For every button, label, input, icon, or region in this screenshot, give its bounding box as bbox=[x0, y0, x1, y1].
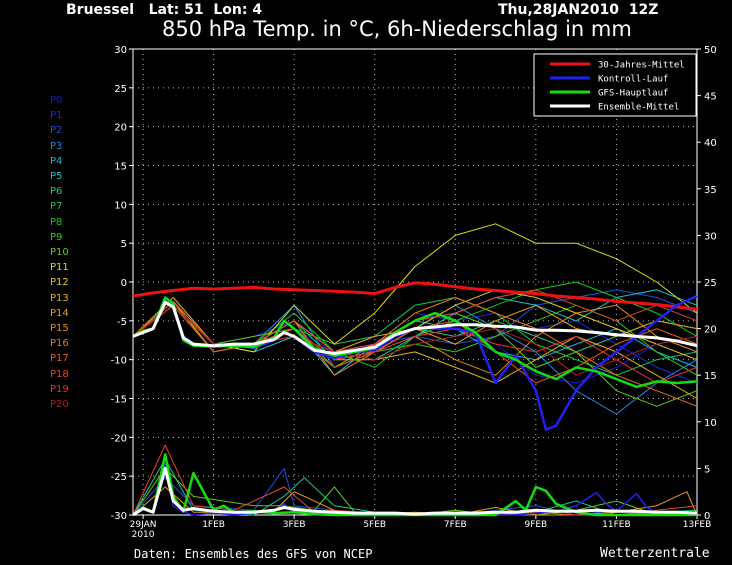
member-label: P1 bbox=[50, 110, 63, 122]
chart-legend: 30-Jahres-Mittel Kontroll-Lauf GFS-Hauptla… bbox=[533, 53, 697, 117]
y-left-tick-label: 10 bbox=[114, 200, 127, 211]
y-right-tick-label: 30 bbox=[704, 231, 717, 242]
y-left-tick-label: -30 bbox=[111, 511, 127, 522]
member-label: P7 bbox=[50, 201, 63, 213]
y-right-tick-label: 10 bbox=[704, 418, 717, 429]
temp-line bbox=[132, 300, 698, 355]
y-right-tick-label: 45 bbox=[704, 92, 717, 103]
temp-line bbox=[132, 294, 698, 431]
chart-title: 850 hPa Temp. in °C, 6h-Niederschlag in … bbox=[162, 17, 632, 41]
x-tick-label: 13FEB bbox=[683, 520, 712, 530]
y-left-tick-label: 0 bbox=[121, 278, 127, 289]
y-right-tick-label: 50 bbox=[704, 45, 717, 56]
x-tick-label: 3FEB bbox=[283, 520, 306, 530]
y-right-tick-label: 40 bbox=[704, 138, 717, 149]
y-left-tick-label: 25 bbox=[114, 84, 127, 95]
y-right-tick-label: 35 bbox=[704, 185, 717, 196]
ensemble-temp-line bbox=[132, 304, 698, 376]
y-left-tick-label: 5 bbox=[121, 239, 127, 250]
member-label: P4 bbox=[50, 155, 63, 167]
legend-label: 30-Jahres-Mittel bbox=[598, 61, 685, 71]
member-label: P19 bbox=[50, 383, 69, 395]
member-label: P0 bbox=[50, 95, 63, 106]
legend-label: GFS-Hauptlauf bbox=[598, 89, 668, 99]
x-tick-label: 29JAN bbox=[130, 520, 157, 530]
x-tick-label: 11FEB bbox=[602, 520, 631, 530]
y-right-tick-label: 15 bbox=[704, 371, 717, 382]
member-label: P10 bbox=[50, 247, 69, 258]
precip-line bbox=[132, 453, 697, 517]
member-label: P5 bbox=[50, 171, 63, 182]
x-tick-label: 7FEB bbox=[444, 520, 467, 530]
legend-label: Ensemble-Mittel bbox=[598, 103, 679, 113]
member-label: P20 bbox=[50, 399, 69, 410]
member-label: P15 bbox=[50, 323, 69, 334]
y-left-tick-label: -10 bbox=[111, 356, 127, 367]
member-label: P13 bbox=[50, 292, 69, 304]
precip-line bbox=[132, 466, 698, 517]
y-right-tick-label: 20 bbox=[704, 325, 717, 336]
member-label: P17 bbox=[50, 353, 69, 365]
ensemble-precip-line bbox=[132, 444, 698, 516]
y-right-tick-label: 0 bbox=[704, 511, 710, 522]
y-right-tick-label: 25 bbox=[704, 278, 717, 289]
y-left-tick-label: 20 bbox=[114, 123, 127, 134]
y-left-tick-label: 30 bbox=[114, 45, 127, 56]
y-left-tick-label: 15 bbox=[114, 162, 127, 173]
data-source-note: Daten: Ensembles des GFS von NCEP bbox=[134, 547, 373, 561]
y-left-tick-label: -5 bbox=[117, 317, 127, 328]
member-label: P16 bbox=[50, 338, 69, 350]
y-right-tick-label: 5 bbox=[704, 464, 710, 475]
ensemble-precip-line bbox=[132, 458, 698, 516]
x-tick-label: 9FEB bbox=[524, 520, 547, 530]
member-label: P2 bbox=[50, 125, 63, 137]
member-label: P6 bbox=[50, 186, 63, 198]
location-label: Bruessel Lat: 51 Lon: 4 bbox=[66, 2, 263, 18]
x-tick-label: 1FEB bbox=[202, 520, 225, 530]
member-label: P11 bbox=[50, 262, 69, 274]
legend-label: Kontroll-Lauf bbox=[598, 75, 668, 85]
brand-label: Wetterzentrale bbox=[600, 546, 710, 561]
ensemble-member-lines bbox=[132, 223, 698, 516]
ensemble-temp-line bbox=[132, 300, 698, 399]
temp-line bbox=[132, 281, 698, 311]
run-datetime: Thu,28JAN2010 12Z bbox=[498, 2, 659, 18]
chart-axes: -30 -25 -20 -15 -10 -5 0 5 10 15 20 25 30 0 5 10 15 20 25 3… bbox=[111, 45, 717, 540]
member-label: P3 bbox=[50, 140, 63, 152]
ensemble-temp-line bbox=[132, 304, 698, 376]
x-tick-label: 5FEB bbox=[363, 520, 386, 530]
member-label: P8 bbox=[50, 216, 63, 228]
y-left-tick-label: -20 bbox=[111, 433, 127, 444]
member-label: P12 bbox=[50, 277, 69, 289]
member-label: P9 bbox=[50, 231, 63, 243]
member-label: P14 bbox=[50, 307, 69, 319]
y-left-tick-label: -15 bbox=[111, 395, 127, 406]
member-label: P18 bbox=[50, 368, 69, 380]
y-left-tick-label: -25 bbox=[111, 472, 127, 483]
main-series-lines bbox=[132, 281, 698, 517]
x-tick-sublabel: 2010 bbox=[132, 530, 155, 540]
